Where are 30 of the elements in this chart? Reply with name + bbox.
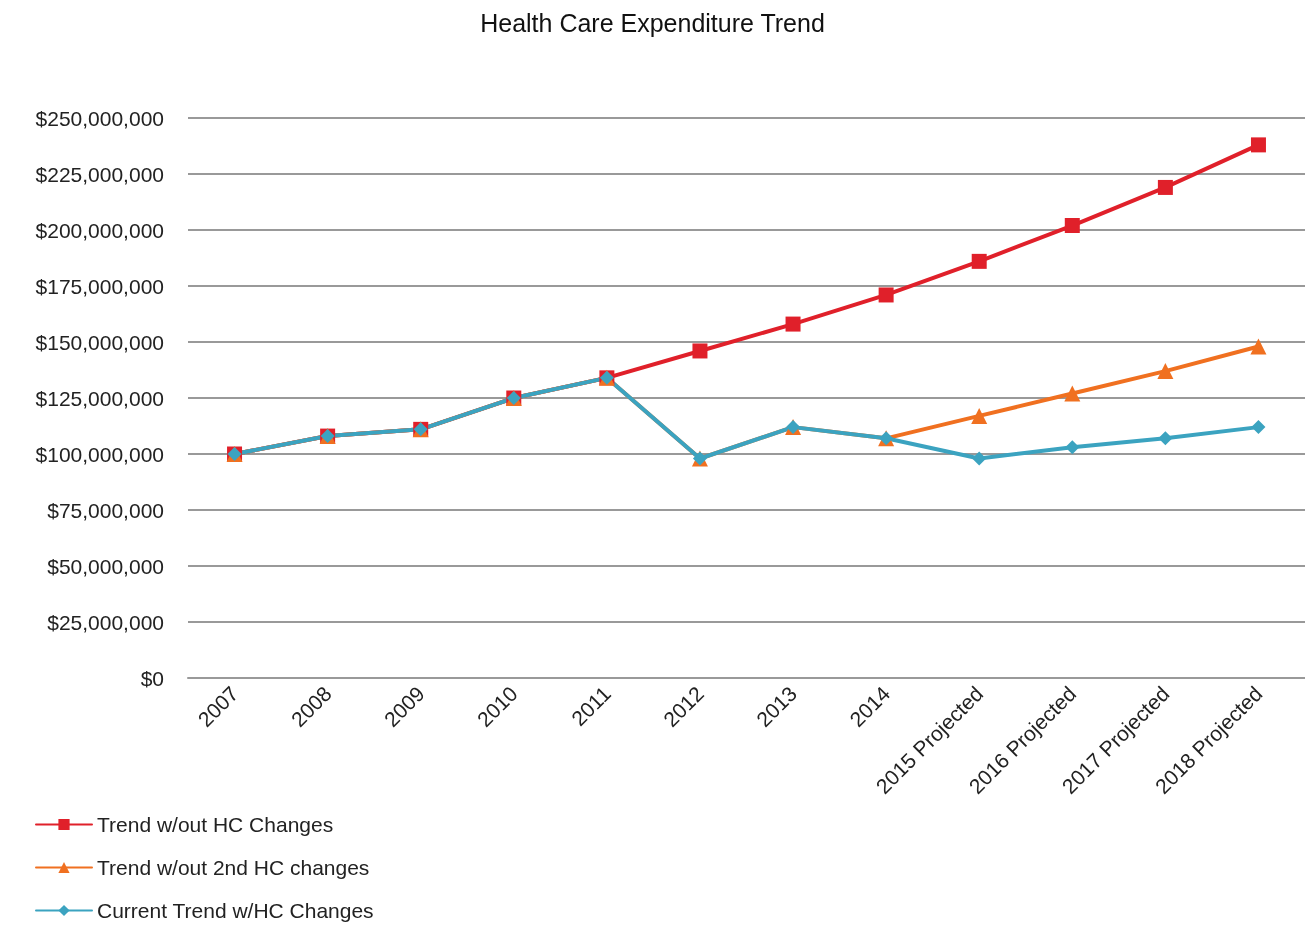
y-tick-label: $250,000,000 bbox=[35, 106, 164, 130]
y-tick-label: $100,000,000 bbox=[35, 442, 164, 466]
y-tick-label: $25,000,000 bbox=[47, 610, 164, 634]
y-tick-label: $200,000,000 bbox=[35, 218, 164, 242]
y-tick-label: $75,000,000 bbox=[47, 498, 164, 522]
y-tick-label: $175,000,000 bbox=[35, 274, 164, 298]
y-tick-label: $150,000,000 bbox=[35, 330, 164, 354]
point bbox=[1157, 363, 1174, 380]
point bbox=[1250, 338, 1267, 355]
point bbox=[1250, 137, 1266, 153]
legend-label: Trend w/out HC Changes bbox=[97, 813, 334, 836]
y-tick-label: $225,000,000 bbox=[35, 162, 164, 186]
point bbox=[1064, 218, 1080, 234]
point bbox=[971, 407, 988, 424]
y-tick-label: $125,000,000 bbox=[35, 386, 164, 410]
chart-title: Health Care Expenditure Trend bbox=[480, 8, 825, 37]
point bbox=[1158, 431, 1173, 446]
y-tick-label: $50,000,000 bbox=[47, 554, 164, 578]
point bbox=[971, 253, 987, 269]
point bbox=[878, 287, 894, 303]
point bbox=[1065, 440, 1080, 455]
point bbox=[1251, 420, 1266, 435]
point bbox=[1157, 179, 1173, 195]
point bbox=[1064, 385, 1081, 402]
y-tick-label: $0 bbox=[140, 666, 164, 690]
point bbox=[692, 343, 708, 359]
legend-label: Current Trend w/HC Changes bbox=[97, 899, 374, 922]
legend-label: Trend w/out 2nd HC changes bbox=[97, 856, 370, 879]
point bbox=[785, 316, 801, 332]
point bbox=[972, 451, 987, 466]
